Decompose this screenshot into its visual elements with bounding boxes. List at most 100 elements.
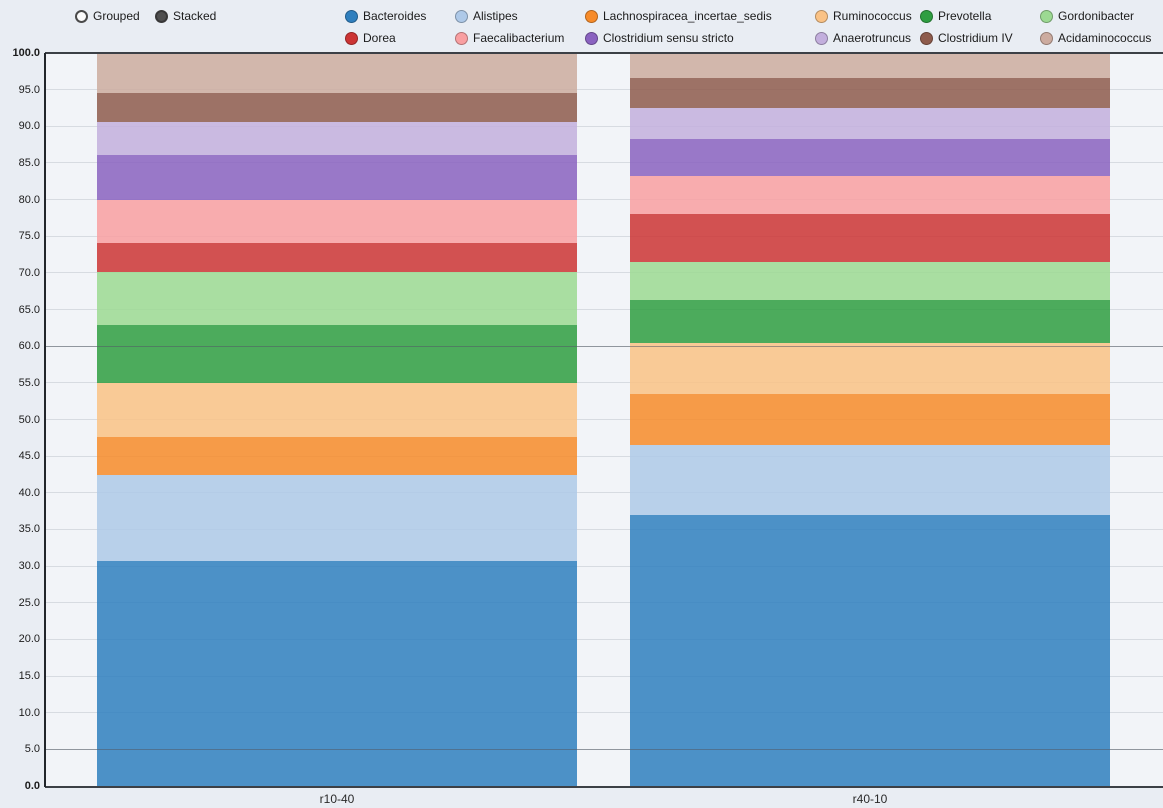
bar-segment-r40-10-clostridium-iv[interactable] — [630, 77, 1110, 108]
bar-segment-r10-40-ruminococcus[interactable] — [97, 382, 577, 438]
y-tick-label: 100.0 — [12, 47, 40, 59]
gridline — [45, 382, 1163, 384]
x-tick-label-r10-40: r10-40 — [319, 792, 355, 806]
legend-item-clostridium-iv[interactable]: Clostridium IV — [920, 31, 1013, 46]
bar-segment-r40-10-bacteroides[interactable] — [630, 514, 1110, 786]
bar-segment-r40-10-dorea[interactable] — [630, 214, 1110, 262]
gridline — [45, 602, 1163, 604]
bar-segment-r40-10-alistipes[interactable] — [630, 445, 1110, 515]
y-tick-label: 40.0 — [18, 486, 40, 499]
legend-color-dot-icon — [1040, 32, 1053, 45]
legend-item-label: Dorea — [363, 31, 396, 45]
legend-color-dot-icon — [455, 32, 468, 45]
x-tick-label-r40-10: r40-10 — [852, 792, 888, 806]
bar-segment-r40-10-prevotella[interactable] — [630, 300, 1110, 343]
y-tick-label: 55.0 — [18, 376, 40, 389]
mode-toggle-stacked[interactable]: Stacked — [155, 9, 216, 24]
gridline — [45, 455, 1163, 457]
axis-top-border — [45, 52, 1163, 54]
gridline — [45, 309, 1163, 311]
gridline — [45, 199, 1163, 201]
legend-item-gordonibacter[interactable]: Gordonibacter — [1040, 9, 1134, 24]
highlight-gridline — [45, 748, 1163, 750]
bar-segment-r40-10-anaerotruncus[interactable] — [630, 107, 1110, 140]
stacked-label: Stacked — [173, 9, 217, 23]
legend-color-dot-icon — [585, 10, 598, 23]
bar-segment-r10-40-lachnospiracea-incertae-sedis[interactable] — [97, 437, 577, 476]
y-tick-label: 15.0 — [18, 670, 40, 683]
legend-item-dorea[interactable]: Dorea — [345, 31, 396, 46]
bar-segment-r10-40-acidaminococcus[interactable] — [97, 53, 577, 94]
y-tick-label: 35.0 — [18, 523, 40, 536]
bar-segment-r10-40-gordonibacter[interactable] — [97, 272, 577, 325]
legend-color-dot-icon — [815, 32, 828, 45]
y-tick-label: 65.0 — [18, 303, 40, 316]
axis-bottom-border — [45, 786, 1163, 788]
legend-item-faecalibacterium[interactable]: Faecalibacterium — [455, 31, 564, 46]
legend-item-bacteroides[interactable]: Bacteroides — [345, 9, 426, 24]
bar-segment-r10-40-prevotella[interactable] — [97, 324, 577, 383]
legend-color-dot-icon — [920, 10, 933, 23]
legend-item-label: Prevotella — [938, 9, 992, 23]
y-tick-label: 50.0 — [18, 413, 40, 426]
legend-color-dot-icon — [345, 10, 358, 23]
legend-item-label: Ruminococcus — [833, 9, 912, 23]
grouped-label: Grouped — [93, 9, 140, 23]
legend-item-anaerotruncus[interactable]: Anaerotruncus — [815, 31, 911, 46]
bar-segment-r40-10-clostridium-sensu-stricto[interactable] — [630, 139, 1110, 177]
bar-segment-r40-10-faecalibacterium[interactable] — [630, 176, 1110, 215]
mode-toggle-grouped[interactable]: Grouped — [75, 9, 140, 24]
y-tick-label: 30.0 — [18, 560, 40, 573]
legend-item-label: Gordonibacter — [1058, 9, 1135, 23]
y-tick-label: 25.0 — [18, 596, 40, 609]
legend-item-label: Alistipes — [473, 9, 518, 23]
legend-item-ruminococcus[interactable]: Ruminococcus — [815, 9, 912, 24]
legend-item-label: Faecalibacterium — [473, 31, 565, 45]
gridline — [45, 675, 1163, 677]
y-tick-label: 0.0 — [24, 780, 40, 792]
gridline — [45, 565, 1163, 567]
bar-segment-r10-40-faecalibacterium[interactable] — [97, 199, 577, 243]
gridline — [45, 712, 1163, 714]
bar-segment-r40-10-lachnospiracea-incertae-sedis[interactable] — [630, 393, 1110, 446]
legend-item-alistipes[interactable]: Alistipes — [455, 9, 518, 24]
bar-segment-r40-10-ruminococcus[interactable] — [630, 342, 1110, 394]
gridline — [45, 419, 1163, 420]
y-tick-label: 90.0 — [18, 120, 40, 133]
legend-color-dot-icon — [585, 32, 598, 45]
y-tick-label: 85.0 — [18, 156, 40, 169]
y-tick-label: 60.0 — [18, 340, 40, 353]
gridline — [45, 235, 1163, 237]
grouped-radio-icon[interactable] — [75, 10, 88, 23]
legend-color-dot-icon — [920, 32, 933, 45]
legend-color-dot-icon — [345, 32, 358, 45]
legend-color-dot-icon — [455, 10, 468, 23]
y-tick-label: 10.0 — [18, 706, 40, 719]
gridline — [45, 125, 1163, 127]
legend-item-clostridium-sensu-stricto[interactable]: Clostridium sensu stricto — [585, 31, 734, 46]
legend-item-lachnospiracea-incertae-sedis[interactable]: Lachnospiracea_incertae_sedis — [585, 9, 772, 24]
bar-segment-r10-40-clostridium-iv[interactable] — [97, 93, 577, 122]
bar-segment-r10-40-dorea[interactable] — [97, 242, 577, 273]
legend-item-label: Anaerotruncus — [833, 31, 912, 45]
bar-segment-r10-40-anaerotruncus[interactable] — [97, 121, 577, 155]
y-tick-label: 20.0 — [18, 633, 40, 646]
gridline — [45, 492, 1163, 494]
y-tick-label: 70.0 — [18, 266, 40, 279]
bar-segment-r40-10-acidaminococcus[interactable] — [630, 53, 1110, 78]
bar-segment-r10-40-clostridium-sensu-stricto[interactable] — [97, 154, 577, 200]
legend: Grouped Stacked Bacteroides Alistipes Lach… — [0, 0, 1163, 50]
bar-segment-r40-10-gordonibacter[interactable] — [630, 261, 1110, 300]
y-tick-label: 45.0 — [18, 450, 40, 463]
gridline — [45, 528, 1163, 530]
legend-item-acidaminococcus[interactable]: Acidaminococcus — [1040, 31, 1151, 46]
bar-segment-r10-40-bacteroides[interactable] — [97, 560, 577, 786]
legend-item-label: Clostridium sensu stricto — [603, 31, 734, 45]
legend-item-prevotella[interactable]: Prevotella — [920, 9, 991, 24]
gridline — [45, 162, 1163, 164]
bar-segment-r10-40-alistipes[interactable] — [97, 475, 577, 561]
gridline — [45, 89, 1163, 91]
stacked-radio-icon[interactable] — [155, 10, 168, 23]
y-tick-label: 75.0 — [18, 230, 40, 243]
legend-item-label: Bacteroides — [363, 9, 427, 23]
